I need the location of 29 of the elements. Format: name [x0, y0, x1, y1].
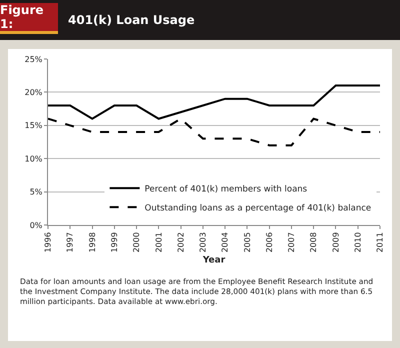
x-tick-label: 1997: [66, 232, 75, 253]
y-tick-label: 5%: [30, 188, 43, 197]
x-tick-label: 2009: [331, 232, 340, 253]
x-tick-label: 2002: [176, 232, 186, 253]
x-axis-title: Year: [202, 255, 226, 266]
legend-label: Percent of 401(k) members with loans: [144, 184, 308, 194]
x-tick-label: 2010: [353, 232, 362, 253]
y-tick-label: 10%: [24, 154, 43, 164]
x-tick-label: 2007: [287, 232, 296, 253]
x-tick-label: 2000: [132, 232, 142, 253]
line-series: [48, 118, 380, 146]
y-tick-label: 0%: [30, 220, 43, 230]
x-tick-label: 1999: [110, 232, 119, 253]
x-tick-label: 2006: [264, 232, 274, 253]
x-tick-label: 2004: [220, 232, 230, 253]
caption: Figure 1:: [0, 3, 58, 34]
line-series: [48, 84, 380, 120]
x-tick-label: 1996: [44, 232, 53, 253]
y-tick-label: 20%: [24, 88, 43, 97]
y-tick-label: 25%: [24, 54, 43, 64]
x-tick-label: 2001: [154, 232, 164, 253]
y-tick-label: 15%: [24, 121, 43, 130]
x-tick-label: 1998: [88, 232, 97, 253]
x-tick-label: 2011: [376, 232, 385, 253]
legend-label: Outstanding loans as a percentage of 401(k) balance: [144, 203, 372, 214]
x-tick-label: 2003: [198, 232, 208, 253]
chart-title: 401(k) Loan Usage: [68, 13, 195, 27]
x-tick-label: 2008: [309, 232, 318, 253]
x-tick-label: 2005: [242, 232, 252, 253]
